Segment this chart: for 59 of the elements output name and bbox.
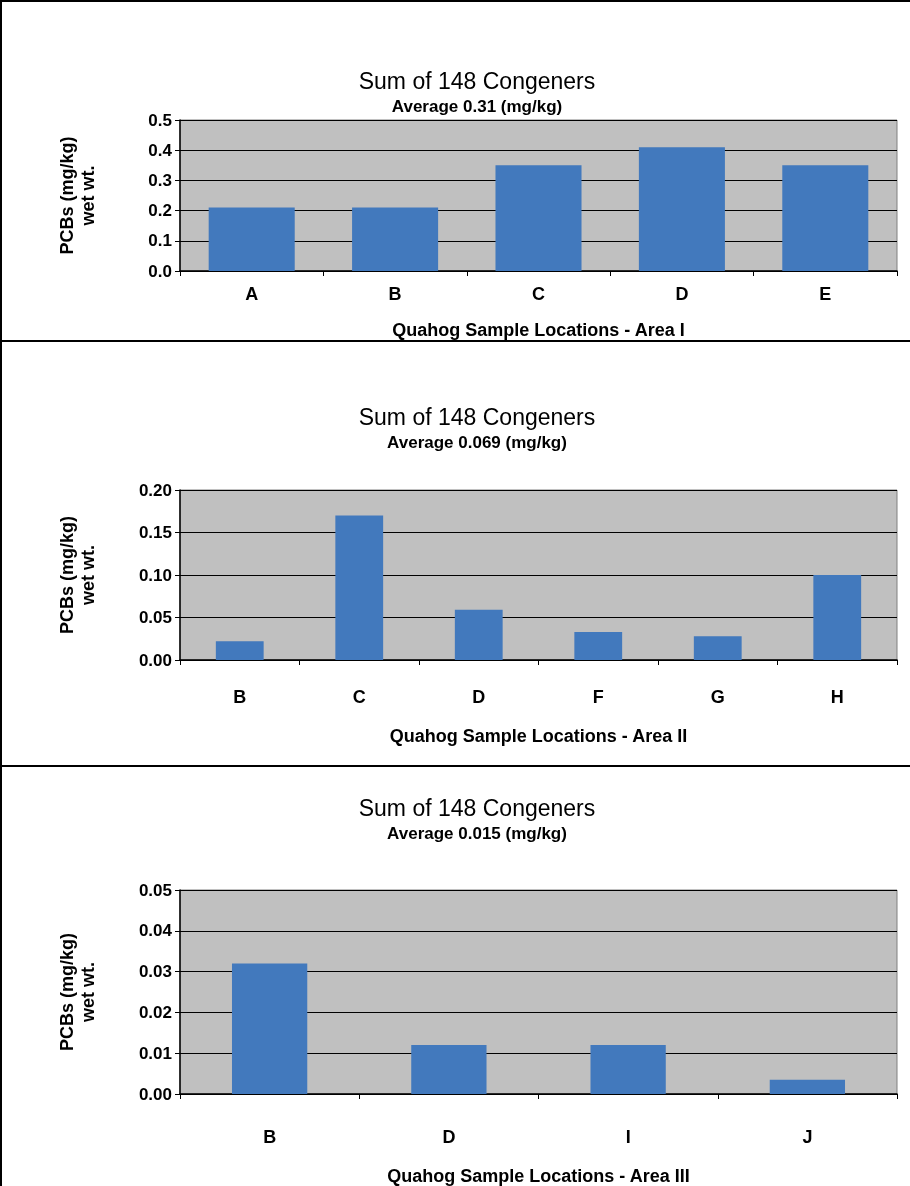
chart-subtitle: Average 0.069 (mg/kg) (387, 433, 567, 452)
x-tick-label: G (710, 687, 725, 707)
y-tick-label: 0.5 (148, 110, 172, 130)
chart-title: Sum of 148 Congeners (358, 794, 596, 821)
y-tick-label: 0.03 (138, 962, 172, 982)
bar (638, 147, 725, 271)
x-axis-title: Quahog Sample Locations - Area III (387, 1166, 690, 1186)
y-tick-label: 0.02 (138, 1002, 172, 1022)
y-tick-label: 0.05 (138, 608, 172, 627)
x-axis-title: Quahog Sample Locations - Area II (389, 726, 688, 746)
bar (590, 1045, 666, 1094)
x-axis-title: Quahog Sample Locations - Area I (392, 320, 685, 340)
bar (231, 963, 308, 1094)
x-tick-label: C (532, 284, 545, 304)
y-tick-label: 0.0 (148, 261, 172, 281)
y-axis-title: PCBs (mg/kg) wet wt. (56, 136, 98, 255)
y-tick-label: 0.15 (138, 523, 172, 542)
x-tick-label: H (830, 687, 844, 707)
y-tick-label: 0.01 (138, 1043, 172, 1063)
chart-subtitle: Average 0.015 (mg/kg) (387, 824, 567, 843)
y-tick-label: 0.10 (138, 565, 172, 585)
y-axis-title: PCBs (mg/kg) wet wt. (56, 515, 98, 635)
x-tick-label: D (442, 1127, 456, 1147)
y-tick-label: 0.05 (138, 880, 172, 900)
y-tick-label: 0.1 (148, 231, 172, 251)
bar (411, 1045, 487, 1094)
x-tick-label: B (388, 284, 402, 304)
y-tick-label: 0.00 (138, 1084, 172, 1104)
chart-subtitle: Average 0.31 (mg/kg) (391, 97, 563, 116)
y-tick-label: 0.00 (138, 650, 172, 670)
x-tick-label: A (245, 284, 259, 304)
bar (813, 575, 862, 660)
x-tick-label: B (263, 1127, 277, 1147)
y-tick-label: 0.4 (148, 140, 173, 160)
x-tick-label: D (675, 284, 689, 304)
y-tick-label: 0.04 (138, 921, 173, 941)
y-tick-label: 0.3 (148, 170, 172, 190)
y-axis-title: PCBs (mg/kg) wet wt. (56, 932, 98, 1052)
bar (574, 631, 623, 660)
bar (693, 636, 742, 660)
x-tick-label: J (802, 1127, 813, 1147)
x-tick-label: B (233, 687, 247, 707)
bar (352, 207, 439, 271)
x-tick-label: D (472, 687, 486, 707)
chart-title: Sum of 148 Congeners (358, 67, 596, 94)
x-tick-label: I (625, 1127, 631, 1147)
x-tick-label: C (352, 687, 366, 707)
chart-title: Sum of 148 Congeners (358, 403, 596, 430)
y-tick-label: 0.20 (138, 480, 172, 500)
bar (208, 207, 295, 271)
x-tick-label: E (819, 284, 832, 304)
bar (335, 515, 384, 660)
bar (215, 641, 264, 660)
bar (782, 165, 869, 271)
bar (454, 609, 503, 660)
y-tick-label: 0.2 (148, 201, 172, 221)
x-tick-label: F (592, 687, 604, 707)
bar (495, 165, 582, 271)
bar (769, 1079, 846, 1094)
